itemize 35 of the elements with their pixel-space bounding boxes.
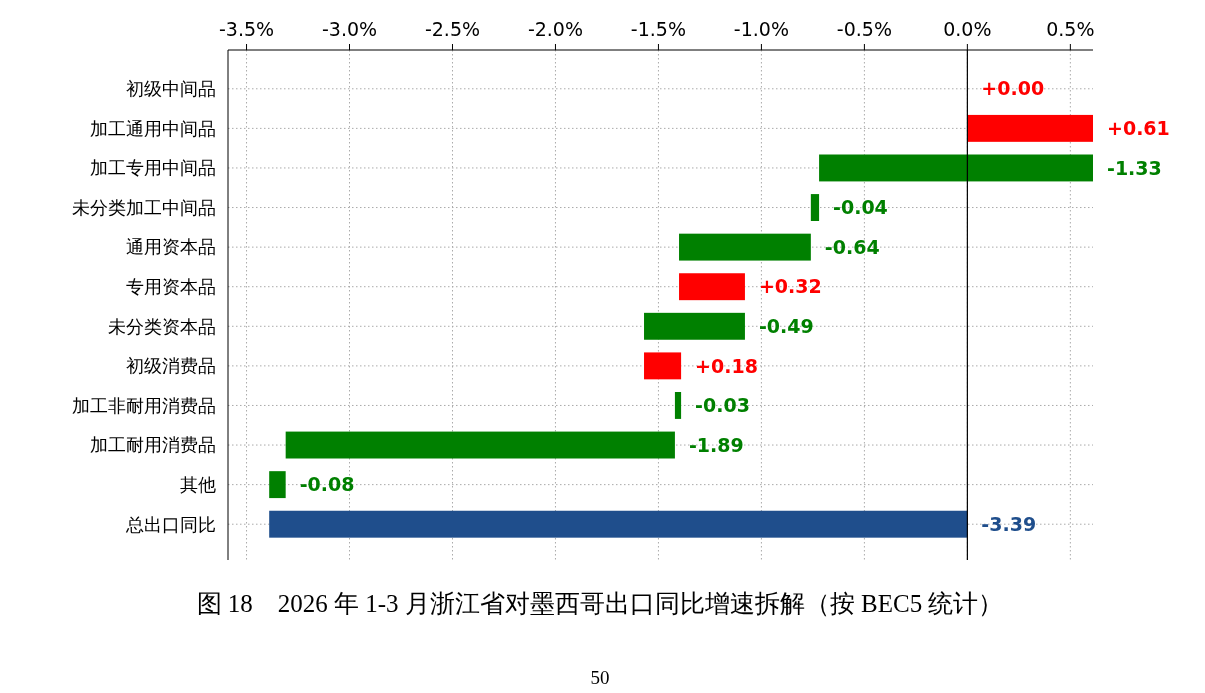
x-tick-label: 0.5% <box>1046 18 1095 40</box>
x-tick-label: -0.5% <box>836 18 892 40</box>
text: 图 18 2026 年 1-3 月浙江省对墨西哥出口同比增速拆解（按 BEC5 统计） <box>196 590 1004 617</box>
data-label: +0.32 <box>758 275 822 298</box>
data-label: -1.33 <box>1107 156 1162 179</box>
x-tick-label: -3.0% <box>321 18 378 40</box>
data-label: -0.49 <box>758 314 814 337</box>
x-tick-label: -2.5% <box>424 18 481 40</box>
data-label: +0.00 <box>981 77 1045 100</box>
x-tick-label: -3.5% <box>218 18 275 40</box>
y-tick-label: 加工专用中间品 <box>90 157 216 179</box>
data-label: -3.39 <box>981 512 1037 535</box>
y-tick-label: 未分类资本品 <box>108 315 216 337</box>
y-tick-label: 加工通用中间品 <box>90 117 216 139</box>
data-label: -0.08 <box>299 473 355 496</box>
data-label: -1.89 <box>688 433 744 456</box>
x-tick-label: -1.5% <box>630 18 687 40</box>
data-label: -0.04 <box>833 196 888 219</box>
y-tick-label: 初级消费品 <box>126 355 216 377</box>
text: 50 <box>590 667 610 688</box>
data-label: +0.18 <box>695 354 758 377</box>
y-tick-label: 加工耐用消费品 <box>90 434 216 456</box>
data-label: +0.61 <box>1107 117 1170 140</box>
x-tick-label: 0.0% <box>943 18 992 40</box>
data-label: -0.03 <box>695 394 750 417</box>
y-tick-label: 通用资本品 <box>126 236 216 258</box>
y-tick-label: 初级中间品 <box>126 78 216 100</box>
y-tick-label: 总出口同比 <box>125 513 216 535</box>
y-tick-label: 专用资本品 <box>126 276 216 298</box>
data-label: -0.64 <box>824 235 880 258</box>
y-tick-label: 加工非耐用消费品 <box>72 394 216 416</box>
x-tick-label: -1.0% <box>733 18 789 40</box>
y-tick-label: 未分类加工中间品 <box>72 196 216 218</box>
y-tick-label: 其他 <box>180 473 216 495</box>
x-tick-label: -2.0% <box>527 18 584 40</box>
